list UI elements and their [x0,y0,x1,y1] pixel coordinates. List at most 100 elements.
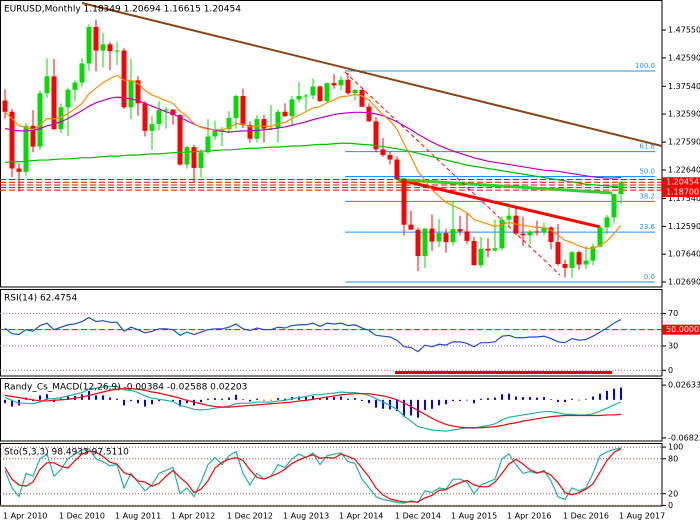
histogram-bar [473,399,475,404]
histogram-bar [599,393,601,400]
panel-title: Sto(5,3,3) 98.4933 97.5110 [4,448,129,458]
candle-body [338,79,344,86]
panel-title: Randy_Cs_MACD(12,26,9) -0.00384 -0.02588… [4,383,247,393]
candle-body [16,168,22,172]
histogram-bar [102,395,104,400]
histogram-bar [438,399,440,406]
histogram-bar [368,399,370,404]
histogram-bar [431,399,433,409]
histogram-bar [536,397,538,400]
histogram-bar [515,396,517,400]
histogram-bar [116,398,118,400]
candle-body [506,215,512,220]
histogram-bar [410,399,412,416]
candle-body [457,229,463,232]
candle-body [520,233,526,236]
candle-body [275,111,281,129]
candle-body [366,106,372,122]
candle-body [268,128,274,130]
fib-label: 100.0 [635,62,655,70]
histogram-bar [235,394,237,400]
main-panel-frame [0,0,663,288]
candle-body [191,147,197,168]
candle-body [184,147,190,165]
y-tick-label: 1.27590 [668,138,700,147]
candle-body [548,227,554,243]
candle-body [555,242,561,264]
histogram-bar [179,399,181,407]
x-tick-label: 1 Apr 2010 [3,512,47,521]
y-tick-label: 100 [668,443,683,452]
candle-body [121,50,127,108]
candle-body [198,152,204,168]
candle-body [282,111,288,117]
candle-body [464,231,470,241]
histogram-bar [333,397,335,400]
candle-body [23,125,29,172]
candle-body [114,50,120,52]
candle-body [359,89,365,107]
histogram-bar [151,399,153,405]
histogram-bar [354,398,356,400]
x-tick-label: 1 Apr 2016 [507,512,551,521]
indicator-line [4,388,622,429]
histogram-bar [501,394,503,400]
histogram-bar [396,399,398,412]
x-tick-label: 1 Apr 2014 [339,512,383,521]
histogram-bar [487,398,489,400]
x-tick-label: 1 Aug 2013 [283,512,329,521]
fib-label: 0.0 [644,273,655,281]
histogram-bar [158,399,160,401]
candle-body [51,76,57,130]
histogram-bar [466,399,468,401]
histogram-bar [564,399,566,403]
candle-body [65,89,71,108]
y-tick-label: 0 [668,501,673,510]
candle-body [394,159,400,180]
candle-body [135,80,141,104]
histogram-bar [123,399,125,406]
indicator-line [4,385,622,432]
price-label-box [662,177,700,188]
histogram-bar [270,399,272,401]
histogram-bar [39,395,41,400]
candle-body [583,260,589,265]
y-tick-label: 1.07640 [668,250,700,259]
candle-body [436,233,442,242]
candle-body [562,263,568,268]
histogram-bar [46,394,48,400]
histogram-bar [417,399,419,418]
histogram-bar [585,399,587,400]
histogram-bar [347,398,349,400]
candle-body [107,44,113,52]
candle-body [324,83,330,102]
histogram-bar [452,399,454,401]
histogram-bar [613,388,615,400]
histogram-bar [424,399,426,410]
panel-title: EURUSD,Monthly 1.18349 1.20694 1.16615 1… [4,5,241,15]
trendline [81,2,663,147]
indicator-line [4,74,622,249]
histogram-bar [130,399,132,401]
y-tick-label: 1.02690 [668,278,700,287]
y-tick-label: 0.02633 [668,381,700,390]
candle-body [254,119,260,139]
histogram-bar [263,399,265,401]
histogram-bar [480,398,482,400]
candle-body [611,194,617,218]
candle-body [422,228,428,257]
y-tick-label: 80 [668,454,678,463]
candle-body [541,227,547,233]
candle-body [387,155,393,160]
candle-body [450,229,456,243]
histogram-bar [249,399,251,402]
y-tick-label: 1.32590 [668,110,700,119]
candle-body [79,63,85,83]
candle-body [177,115,183,165]
candle-body [527,231,533,236]
histogram-bar [578,399,580,401]
candle-body [261,119,267,129]
